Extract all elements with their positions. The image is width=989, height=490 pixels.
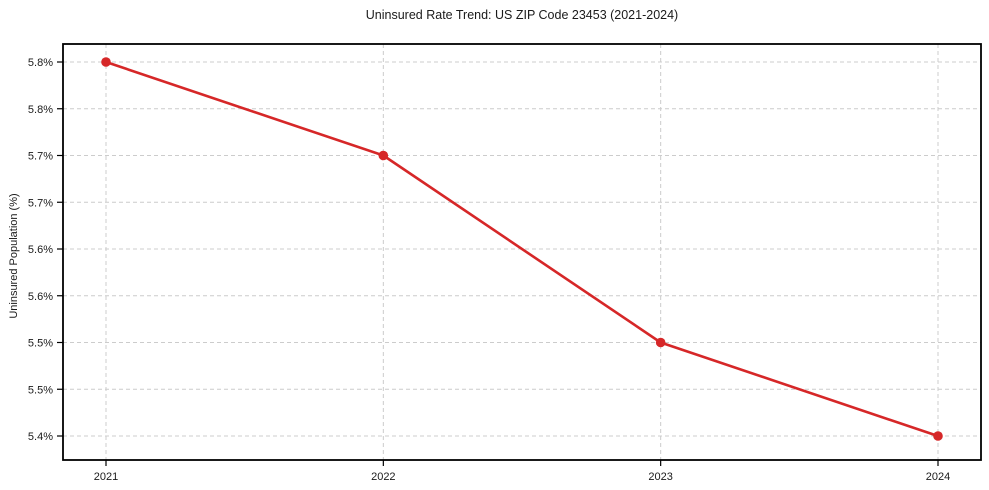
data-point-marker	[378, 150, 389, 161]
trend-line	[104, 60, 940, 438]
x-tick-label: 2022	[371, 471, 395, 483]
y-tick-label: 5.4%	[28, 431, 53, 443]
y-tick-label: 5.7%	[28, 151, 53, 163]
y-tick-label: 5.5%	[28, 338, 53, 350]
y-tick-label: 5.8%	[28, 57, 53, 69]
y-tick-label: 5.5%	[28, 384, 53, 396]
y-tick-label: 5.8%	[28, 104, 53, 116]
data-point-marker	[101, 57, 111, 67]
x-tick-label: 2024	[926, 471, 950, 483]
chart-title: Uninsured Rate Trend: US ZIP Code 23453 …	[365, 8, 679, 22]
y-tick-label: 5.6%	[28, 291, 53, 303]
data-point-marker	[655, 337, 666, 348]
data-point-marker	[933, 431, 943, 441]
y-tick-label: 5.7%	[28, 197, 53, 209]
x-tick-label: 2023	[648, 471, 672, 483]
x-tick-label: 2021	[94, 471, 118, 483]
plot-border	[62, 43, 982, 461]
y-tick-label: 5.6%	[28, 244, 53, 256]
